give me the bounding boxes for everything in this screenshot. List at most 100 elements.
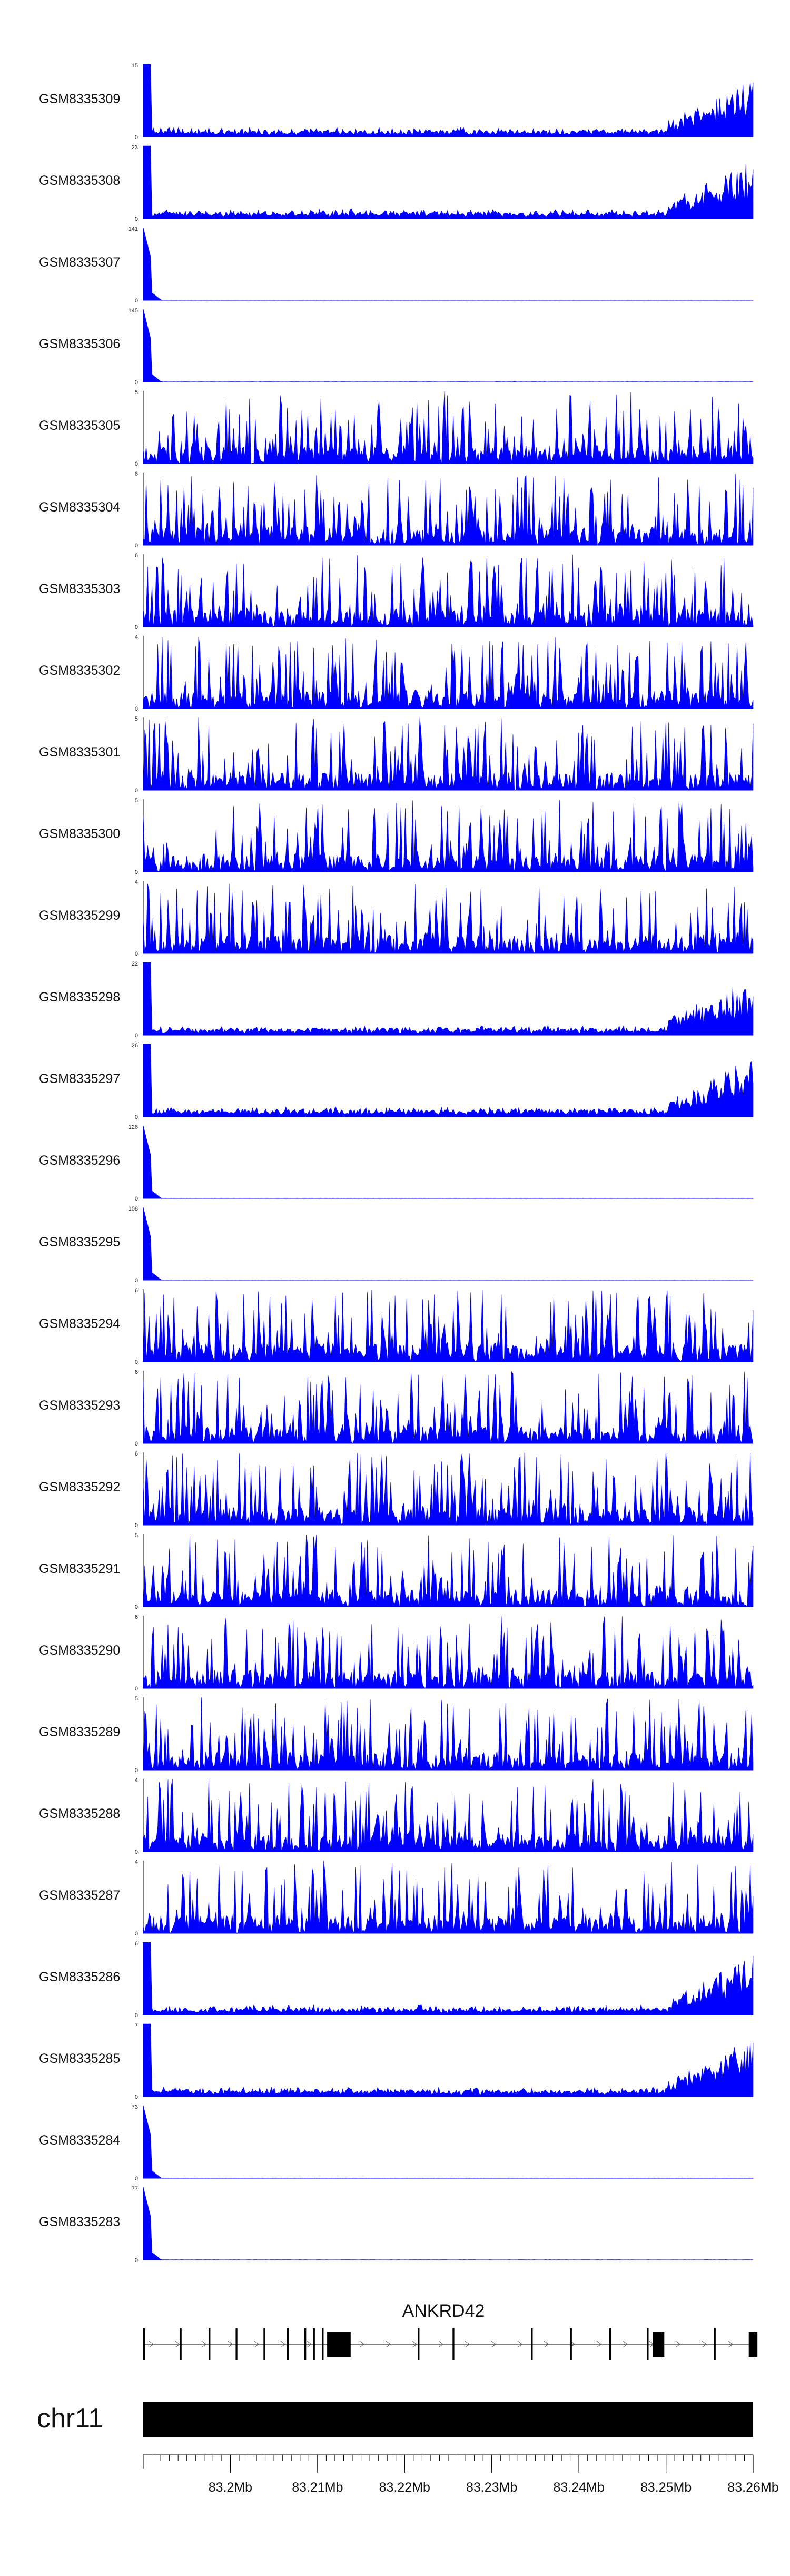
track-ymax-label: 4 [135,634,138,641]
coverage-area [143,1779,754,1852]
track-ymax-label: 22 [132,961,138,967]
gene-annotation-track: ANKRD42 [143,2301,758,2360]
track-ymin-label: 0 [135,1522,138,1529]
strand-arrow [412,2341,417,2348]
gene-exon [327,2332,351,2357]
strand-arrow [728,2341,733,2348]
coverage-tracks: GSM8335309 15 0 GSM8335308 23 0 GSM8335307 141 0… [39,63,754,2264]
gene-exon [714,2328,716,2360]
track-ymax-label: 145 [129,308,138,314]
track-ymin-label: 0 [135,1441,138,1447]
coverage-area [143,474,754,546]
track-ymin-label: 0 [135,1686,138,1692]
coverage-area [143,1697,754,1771]
axis-tick-label: 83.2Mb [209,2480,252,2495]
coverage-area [143,309,754,382]
strand-arrow [491,2341,496,2348]
coverage-area [143,554,754,627]
axis-tick-label: 83.25Mb [640,2480,692,2495]
track-label: GSM8335300 [39,827,120,841]
track-ymin-label: 0 [135,951,138,957]
track-ymin-label: 0 [135,788,138,794]
track-ymax-label: 108 [129,1206,138,1212]
track-GSM8335292: GSM8335292 6 0 [39,1451,754,1529]
track-label: GSM8335297 [39,1071,120,1086]
track-ymin-label: 0 [135,869,138,876]
axis-tick-label: 83.22Mb [379,2480,430,2495]
coverage-area [143,1044,754,1117]
gene-exon [209,2328,211,2360]
strand-arrow [254,2341,259,2348]
track-ymin-label: 0 [135,2257,138,2264]
track-label: GSM8335284 [39,2133,120,2148]
coverage-area [143,800,754,872]
track-GSM8335303: GSM8335303 6 0 [39,553,754,631]
track-GSM8335284: GSM8335284 73 0 [39,2104,754,2182]
strand-arrow [228,2341,233,2348]
axis-tick-label: 83.26Mb [727,2480,778,2495]
track-GSM8335298: GSM8335298 22 0 [39,961,754,1039]
coverage-area [143,1616,754,1689]
gene-exon [180,2328,182,2360]
track-ymax-label: 15 [132,63,138,69]
gene-exon [748,2332,758,2357]
gene-exon [313,2328,315,2360]
strand-arrow [517,2341,522,2348]
track-GSM8335302: GSM8335302 4 0 [39,634,754,712]
track-label: GSM8335305 [39,418,120,433]
track-ymax-label: 6 [135,1941,138,1947]
genomic-position-axis: 83.2Mb 83.21Mb 83.22Mb 83.23Mb 83.24Mb 83.25M… [143,2454,779,2495]
coverage-area [143,1861,754,1934]
track-ymin-label: 0 [135,1359,138,1365]
track-GSM8335295: GSM8335295 108 0 [39,1206,754,1284]
track-ymax-label: 4 [135,1859,138,1865]
chromosome-ideogram: chr11 [37,2402,753,2437]
coverage-area [143,64,754,137]
track-GSM8335290: GSM8335290 6 0 [39,1614,754,1692]
track-label: GSM8335308 [39,173,120,188]
track-ymin-label: 0 [135,624,138,631]
track-label: GSM8335287 [39,1888,120,1903]
track-ymax-label: 5 [135,1696,138,1702]
track-ymax-label: 26 [132,1043,138,1049]
track-GSM8335291: GSM8335291 5 0 [39,1532,754,1610]
track-GSM8335305: GSM8335305 5 0 [39,389,754,467]
track-ymin-label: 0 [135,1767,138,1774]
track-ymax-label: 6 [135,1369,138,1375]
gene-exon [235,2328,238,2360]
gene-exon [653,2332,665,2357]
coverage-area [143,717,754,791]
track-ymax-label: 7 [135,2022,138,2029]
track-GSM8335309: GSM8335309 15 0 [39,63,754,141]
coverage-area [143,1534,754,1607]
track-ymax-label: 6 [135,1614,138,1620]
track-GSM8335297: GSM8335297 26 0 [39,1043,754,1120]
track-GSM8335288: GSM8335288 4 0 [39,1777,754,1855]
track-ymax-label: 23 [132,144,138,151]
track-label: GSM8335289 [39,1725,120,1739]
strand-arrow [175,2341,180,2348]
track-label: GSM8335285 [39,2051,120,2066]
coverage-area [143,2023,754,2097]
track-GSM8335283: GSM8335283 77 0 [39,2186,754,2264]
track-label: GSM8335295 [39,1235,120,1250]
track-label: GSM8335303 [39,582,120,596]
track-GSM8335289: GSM8335289 5 0 [39,1696,754,1774]
track-label: GSM8335292 [39,1480,120,1495]
track-ymax-label: 73 [132,2104,138,2110]
track-ymax-label: 5 [135,389,138,396]
gene-exon [418,2328,420,2360]
coverage-area [143,1371,754,1444]
strand-arrow [280,2341,285,2348]
chromosome-bar [143,2402,753,2437]
axis-tick-label: 83.21Mb [292,2480,343,2495]
track-ymax-label: 126 [129,1124,138,1130]
strand-arrow [675,2341,680,2348]
gene-exon [647,2328,649,2360]
strand-arrow [596,2341,601,2348]
track-GSM8335296: GSM8335296 126 0 [39,1124,754,1202]
track-ymin-label: 0 [135,379,138,386]
coverage-area [143,637,754,710]
track-ymin-label: 0 [135,2012,138,2019]
track-ymin-label: 0 [135,1277,138,1284]
